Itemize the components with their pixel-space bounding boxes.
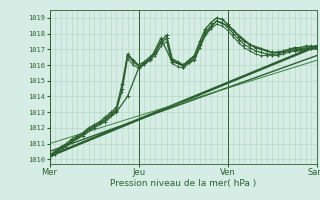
X-axis label: Pression niveau de la mer( hPa ): Pression niveau de la mer( hPa ) bbox=[110, 179, 256, 188]
